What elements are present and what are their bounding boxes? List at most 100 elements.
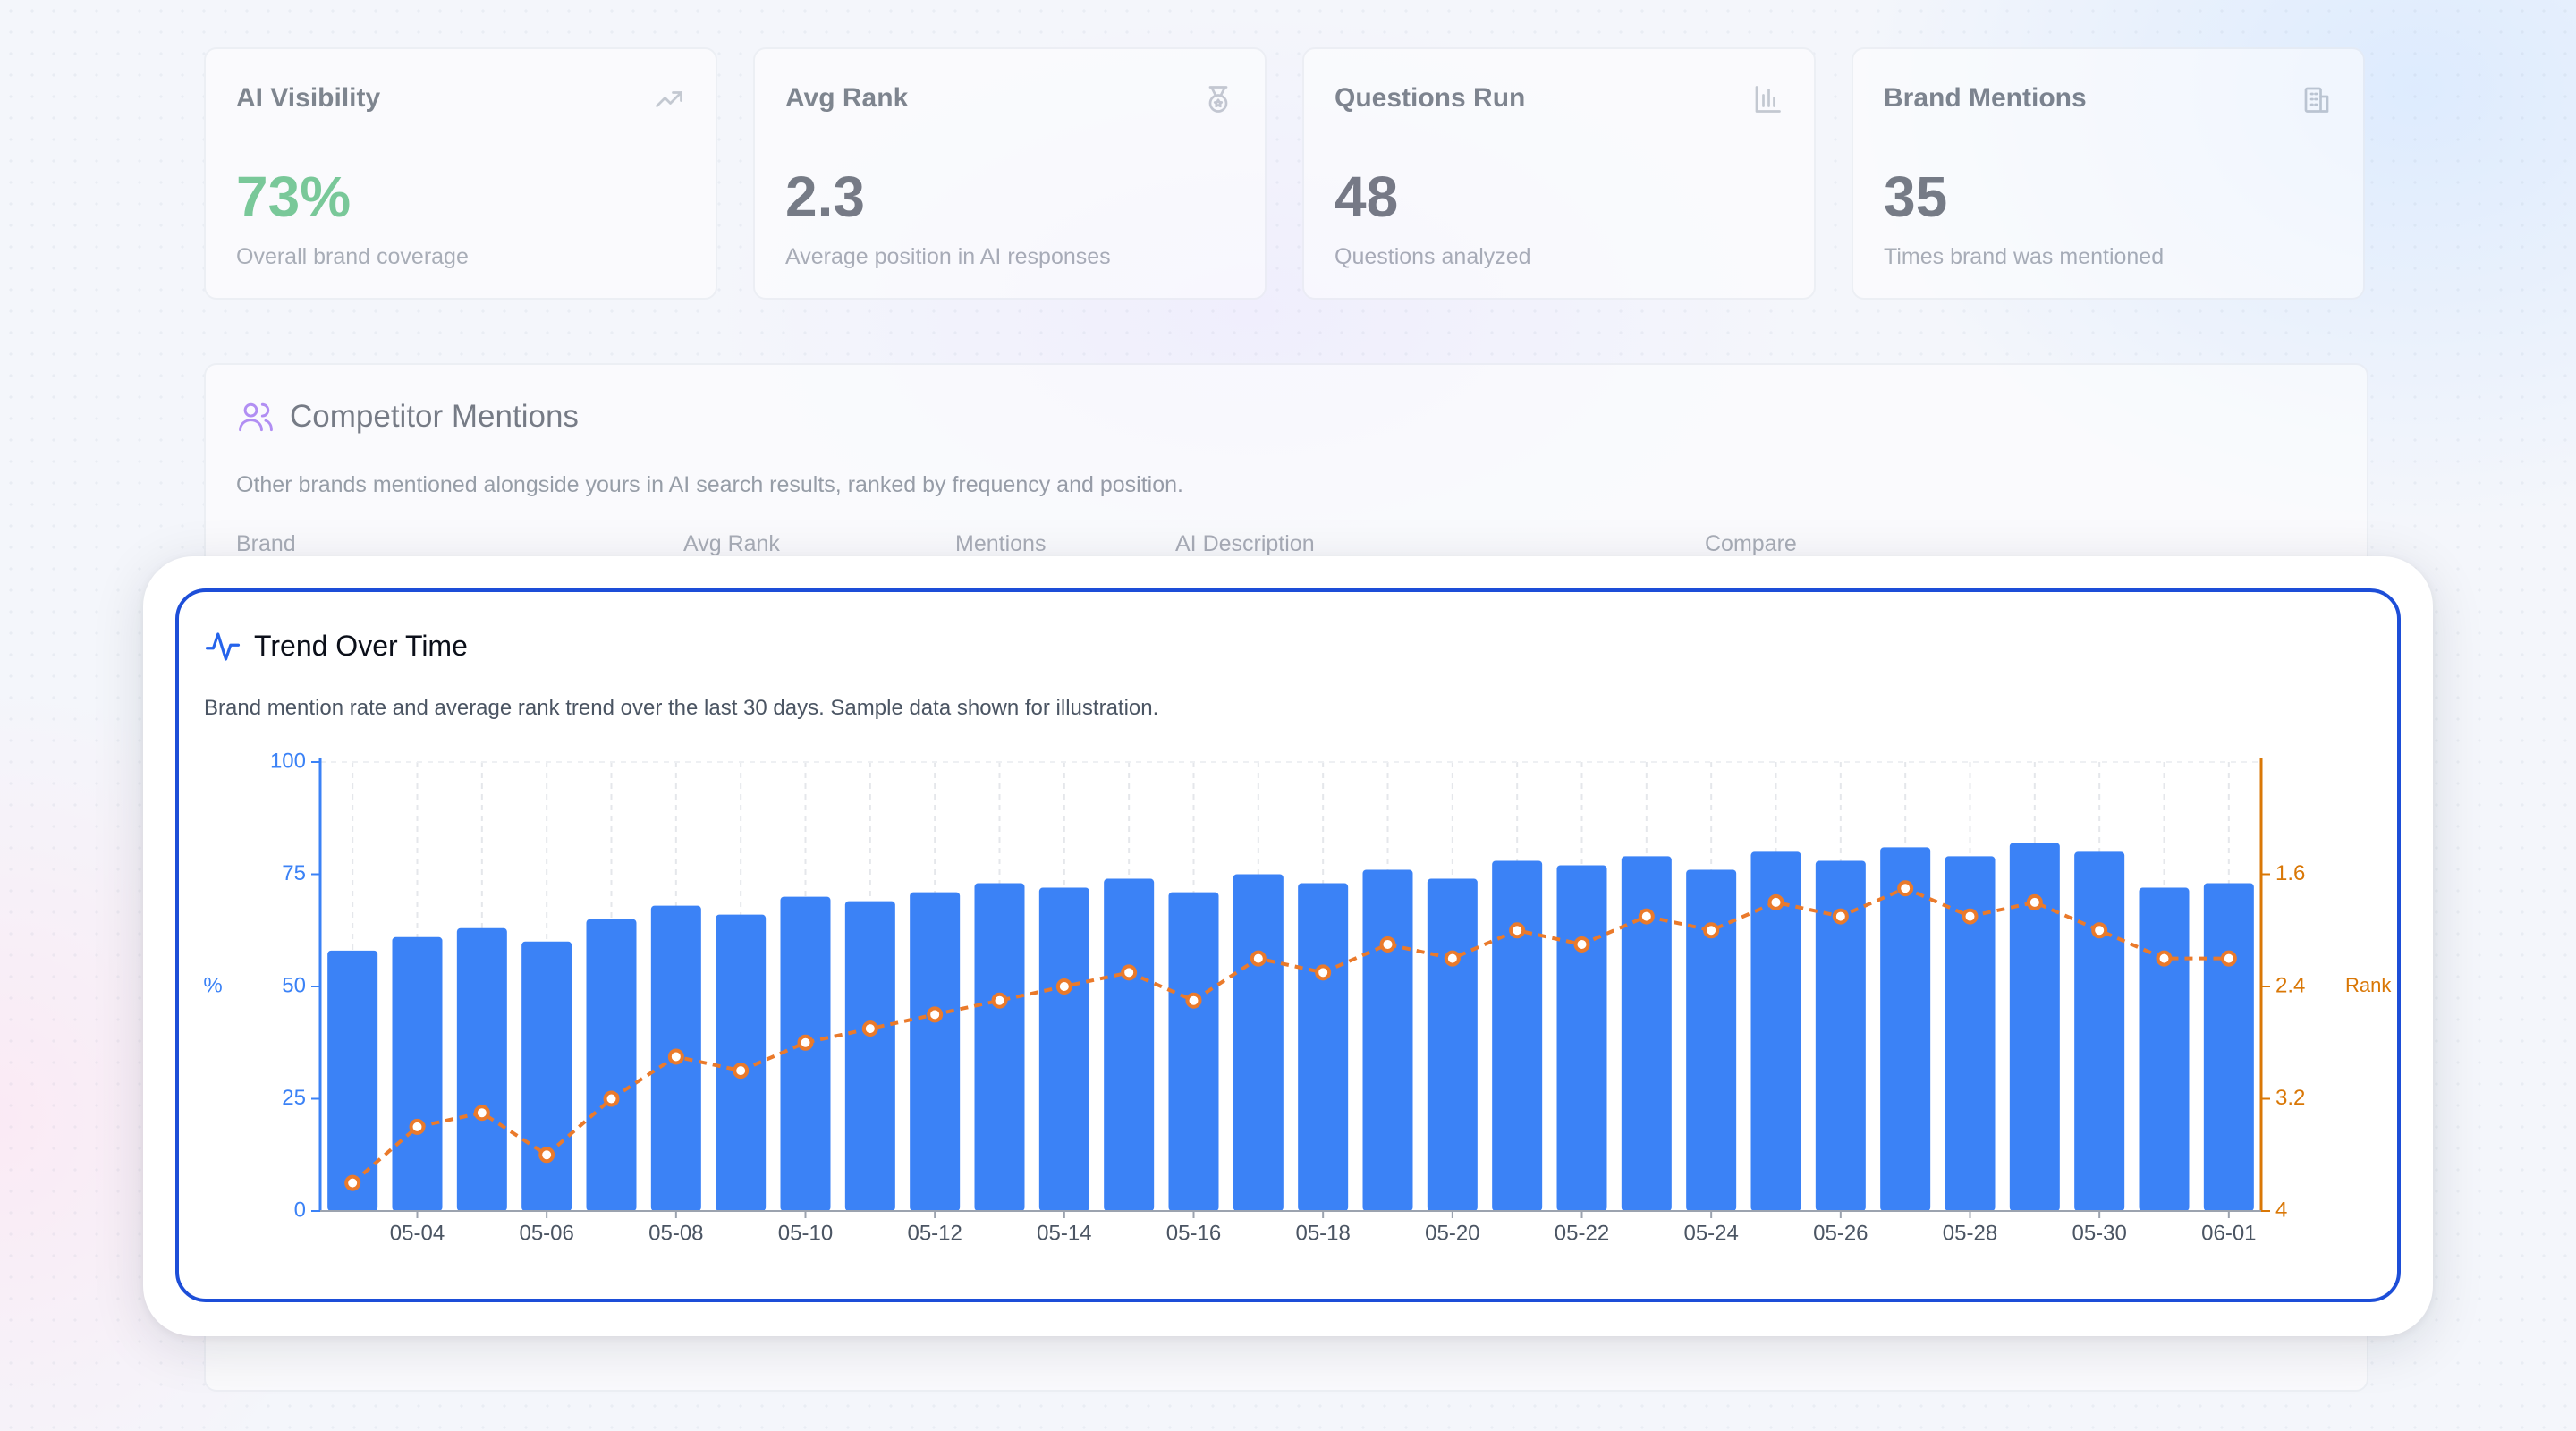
bar: [1750, 851, 1801, 1211]
stat-value: 35: [1884, 165, 1948, 229]
rank-point: [409, 1118, 426, 1135]
x-tick-label: 05-16: [1166, 1221, 1221, 1245]
left-tick-label: 50: [282, 973, 306, 997]
stat-card-avg-rank: Avg Rank 2.3 Average position in AI resp…: [753, 47, 1267, 300]
stat-label: Questions Run: [1335, 83, 1526, 113]
x-tick-label: 05-26: [1813, 1221, 1868, 1245]
stat-label: Avg Rank: [785, 83, 909, 113]
x-tick-label: 05-24: [1683, 1221, 1738, 1245]
stat-value: 73%: [236, 165, 352, 229]
rank-point: [1379, 936, 1396, 953]
column-header-brand[interactable]: Brand: [236, 531, 296, 556]
rank-point: [2220, 950, 2237, 967]
right-tick-label: 4: [2275, 1198, 2287, 1222]
bar: [844, 901, 895, 1211]
left-tick-label: 100: [270, 749, 306, 773]
rank-point: [473, 1105, 490, 1122]
x-tick-label: 05-04: [390, 1221, 445, 1245]
bar: [1427, 878, 1478, 1211]
bar: [586, 919, 637, 1211]
rank-point: [991, 992, 1008, 1009]
column-header-ai-description[interactable]: AI Description: [1175, 531, 1315, 556]
right-axis-label: Rank: [2345, 974, 2392, 996]
rank-point: [861, 1020, 878, 1037]
x-tick-label: 05-22: [1555, 1221, 1609, 1245]
rank-point: [603, 1090, 620, 1107]
bar-chart-icon: [1755, 86, 1781, 113]
rank-point: [1897, 880, 1914, 897]
rank-point: [1573, 936, 1590, 953]
medal-icon: [1208, 86, 1228, 113]
rank-point: [2156, 950, 2173, 967]
left-tick-label: 75: [282, 861, 306, 885]
bar: [1880, 847, 1931, 1211]
rank-point: [1767, 893, 1784, 910]
x-tick-label: 05-28: [1943, 1221, 1997, 1245]
right-tick-label: 2.4: [2275, 973, 2305, 997]
bar: [780, 896, 831, 1211]
trend-description: Brand mention rate and average rank tren…: [204, 696, 1159, 720]
bar: [2203, 883, 2254, 1211]
trend-title: Trend Over Time: [254, 630, 468, 662]
rank-line: [351, 886, 2229, 1185]
rank-point: [1832, 908, 1849, 925]
stat-card-ai-visibility: AI Visibility 73% Overall brand coverage: [204, 47, 717, 300]
rank-point: [344, 1174, 361, 1191]
stat-card-brand-mentions: Brand Mentions 35 Times brand was mentio…: [1852, 47, 2365, 300]
rank-point: [1250, 950, 1267, 967]
rank-point: [1315, 964, 1332, 981]
stat-card-questions-run: Questions Run 48 Questions analyzed: [1302, 47, 1816, 300]
bar: [1168, 892, 1219, 1211]
rank-point: [797, 1034, 814, 1051]
left-tick-label: 0: [294, 1198, 306, 1222]
bar: [2074, 851, 2125, 1211]
bar: [327, 950, 378, 1211]
trending-up-icon: [656, 91, 682, 107]
stat-subtitle: Questions analyzed: [1335, 244, 1531, 269]
stat-subtitle: Times brand was mentioned: [1884, 244, 2165, 269]
competitor-title: Competitor Mentions: [290, 399, 579, 434]
bar: [1362, 869, 1413, 1211]
bar: [456, 927, 507, 1211]
trend-chart[interactable]: 0 25 50 75 100% 1.6 2.4 3.2 4 Rank 05-04 05-06 05-08…: [179, 592, 2397, 1299]
bar: [1104, 878, 1155, 1211]
rank-point: [1962, 908, 1979, 925]
x-tick-label: 05-12: [907, 1221, 962, 1245]
column-header-mentions[interactable]: Mentions: [955, 531, 1046, 556]
users-icon: [239, 402, 273, 432]
bar: [521, 941, 572, 1211]
rank-point: [1444, 950, 1461, 967]
bar: [1233, 874, 1284, 1211]
bar: [910, 892, 961, 1211]
rank-point: [1509, 922, 1526, 939]
x-tick-label: 05-30: [2072, 1221, 2126, 1245]
bar: [1298, 883, 1349, 1211]
bar: [1945, 856, 1996, 1211]
rank-point: [927, 1006, 944, 1023]
rank-point: [1703, 922, 1720, 939]
rank-point: [1121, 964, 1138, 981]
column-header-compare[interactable]: Compare: [1705, 531, 1797, 556]
left-axis-label: %: [203, 973, 222, 997]
rank-point: [2091, 922, 2108, 939]
bar: [2139, 887, 2190, 1211]
bar: [392, 936, 443, 1211]
rank-point: [667, 1048, 684, 1065]
bar: [1815, 860, 1866, 1211]
activity-icon: [205, 632, 241, 661]
left-tick-label: 25: [282, 1086, 306, 1110]
x-tick-label: 05-08: [648, 1221, 703, 1245]
rank-point: [2026, 893, 2043, 910]
bar: [1492, 860, 1543, 1211]
right-tick-label: 3.2: [2275, 1086, 2305, 1110]
competitor-description: Other brands mentioned alongside yours i…: [236, 472, 1183, 497]
column-header-avg-rank[interactable]: Avg Rank: [683, 531, 780, 556]
rank-point: [1185, 992, 1202, 1009]
rank-point: [1055, 978, 1072, 995]
stat-value: 48: [1335, 165, 1399, 229]
stat-subtitle: Average position in AI responses: [785, 244, 1111, 269]
bar: [1556, 865, 1607, 1211]
right-tick-label: 1.6: [2275, 861, 2305, 885]
bar: [1621, 856, 1672, 1211]
stat-subtitle: Overall brand coverage: [236, 244, 469, 269]
